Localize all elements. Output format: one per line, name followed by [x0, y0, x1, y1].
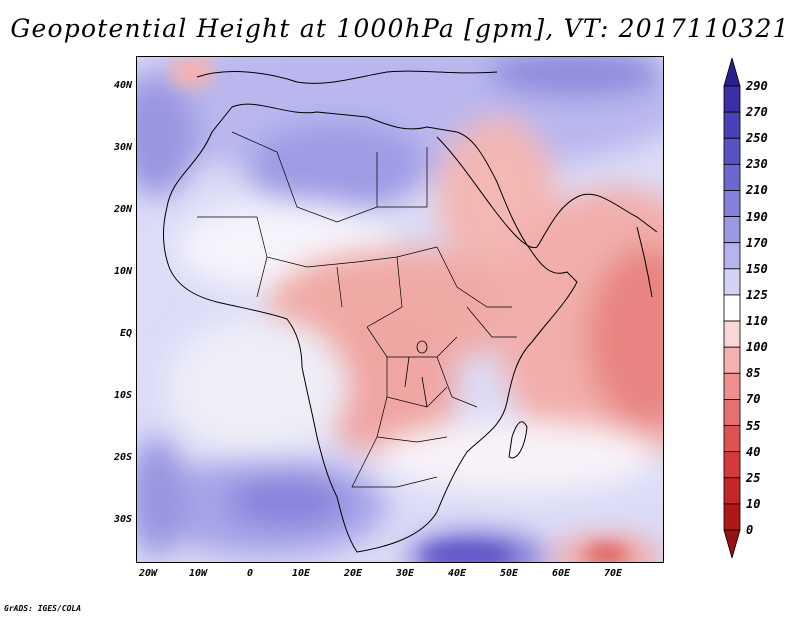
country-borders	[197, 131, 517, 488]
field-highlights	[170, 57, 629, 562]
colorbar-bin	[723, 425, 741, 453]
height-field-shading	[137, 57, 663, 562]
map-svg	[137, 57, 663, 562]
europe-coastline	[196, 70, 498, 84]
lon-label-10w: 10W	[188, 568, 208, 579]
colorbar-label: 290	[746, 79, 768, 93]
colorbar-bin	[723, 137, 741, 165]
colorbar-label: 100	[746, 340, 768, 355]
colorbar-bin	[723, 216, 741, 244]
lakes	[404, 340, 428, 408]
colorbar-bin	[723, 190, 741, 217]
map-title: Geopotential Height at 1000hPa [gpm], VT…	[10, 14, 790, 43]
lat-label-30n: 30N	[113, 142, 132, 153]
colorbar-label: 0	[746, 523, 754, 537]
colorbar	[723, 58, 741, 558]
lat-label-10s: 10S	[113, 390, 132, 401]
colorbar-label: 110	[746, 314, 768, 329]
madagascar-coastline	[508, 421, 528, 459]
lat-label-eq: EQ	[119, 328, 132, 339]
colorbar-bin	[723, 268, 741, 296]
colorbar-bin	[723, 399, 741, 426]
colorbar-label: 270	[746, 105, 768, 120]
lon-label-20w: 20W	[138, 568, 158, 579]
colorbar-label: 230	[746, 157, 768, 172]
colorbar-label: 40	[746, 444, 761, 459]
arabia-coastline	[436, 136, 658, 249]
colorbar-bin	[723, 111, 741, 139]
colorbar-label: 150	[746, 261, 768, 276]
lat-label-40n: 40N	[113, 80, 132, 91]
map-plot-area	[136, 56, 664, 563]
colorbar-label: 210	[746, 183, 768, 198]
colorbar-top-triangle	[723, 58, 741, 87]
colorbar-label: 190	[746, 209, 768, 224]
colorbar-bin	[723, 503, 741, 531]
lon-label-20e: 20E	[343, 568, 363, 579]
lat-label-20n: 20N	[113, 204, 132, 215]
colorbar-label: 10	[746, 496, 761, 511]
lon-label-30e: 30E	[395, 568, 415, 579]
grads-credit: GrADS: IGES/COLA	[4, 604, 82, 613]
colorbar-bin	[723, 163, 741, 191]
colorbar-bin	[723, 477, 741, 505]
lat-label-10n: 10N	[113, 266, 132, 277]
colorbar-label: 250	[746, 131, 768, 146]
colorbar-bin	[723, 85, 741, 113]
colorbar-label: 55	[746, 418, 761, 433]
lon-label-0: 0	[246, 568, 254, 579]
africa-coastline	[163, 103, 578, 553]
india-coastline	[636, 226, 653, 298]
lon-label-70e: 70E	[603, 568, 623, 579]
colorbar-bin	[723, 451, 741, 479]
lon-label-40e: 40E	[447, 568, 467, 579]
lat-label-30s: 30S	[113, 514, 132, 525]
lat-label-20s: 20S	[113, 452, 132, 463]
colorbar-label: 70	[746, 392, 761, 407]
colorbar-bin	[723, 346, 741, 374]
colorbar-label: 85	[746, 366, 761, 381]
colorbar-label: 170	[746, 235, 768, 250]
lon-label-60e: 60E	[551, 568, 571, 579]
colorbar-bin	[723, 372, 741, 400]
colorbar-label: 125	[746, 287, 768, 302]
lon-label-50e: 50E	[499, 568, 519, 579]
colorbar-label: 25	[746, 470, 761, 485]
coastlines	[163, 70, 658, 553]
colorbar-bin	[723, 320, 741, 348]
colorbar-bin	[723, 242, 741, 270]
colorbar-bottom-triangle	[723, 529, 741, 558]
colorbar-bin	[723, 294, 741, 322]
lon-label-10e: 10E	[291, 568, 311, 579]
